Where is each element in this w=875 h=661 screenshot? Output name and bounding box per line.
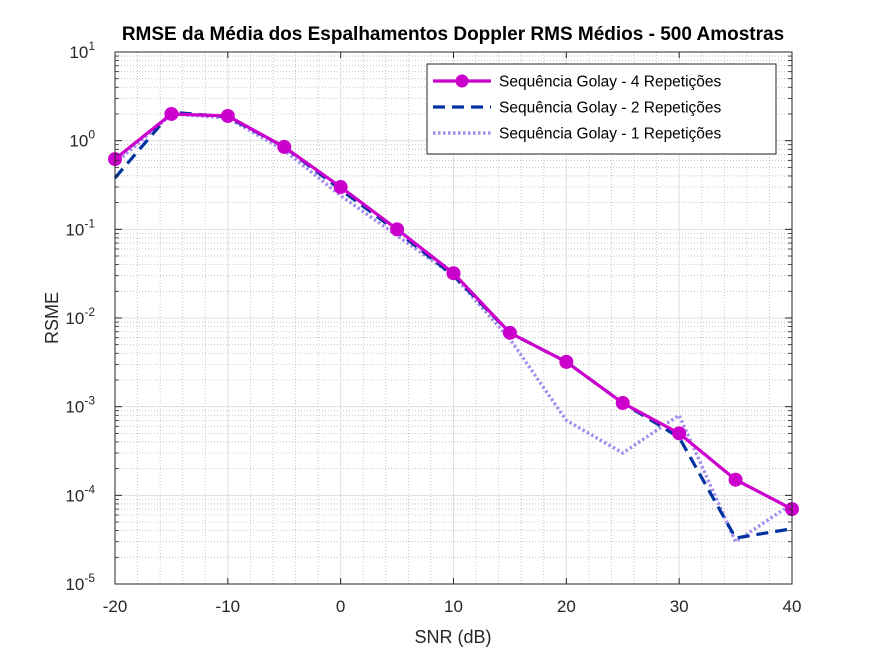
x-tick-label: 20 xyxy=(557,597,576,616)
series-point xyxy=(502,325,517,340)
x-tick-label: 0 xyxy=(336,597,345,616)
legend: Sequência Golay - 4 Repetições Sequência … xyxy=(426,63,777,155)
y-tick-exponent: 1 xyxy=(88,39,95,53)
series-point xyxy=(559,354,574,369)
series-point xyxy=(220,108,235,123)
legend-label-1: Sequência Golay - 4 Repetições xyxy=(499,74,722,91)
y-axis-label: RSME xyxy=(42,292,62,344)
series-point xyxy=(333,180,348,195)
x-tick-label: 40 xyxy=(783,597,802,616)
y-tick-exponent: -1 xyxy=(84,216,95,230)
y-tick-exponent: -2 xyxy=(84,305,95,319)
y-tick-label: 10-2 xyxy=(65,305,95,328)
series-point xyxy=(672,426,687,441)
series-point xyxy=(164,106,179,121)
y-tick-exponent: 0 xyxy=(88,128,95,142)
legend-label-3: Sequência Golay - 1 Repetições xyxy=(499,126,722,143)
series-point xyxy=(615,395,630,410)
legend-box xyxy=(426,63,777,155)
legend-marker xyxy=(455,74,469,88)
x-tick-label: -20 xyxy=(103,597,128,616)
series-point xyxy=(728,472,743,487)
y-tick-label: 100 xyxy=(69,128,95,151)
y-tick-label: 101 xyxy=(69,39,95,62)
ticks xyxy=(114,51,793,585)
x-tick-label: -10 xyxy=(216,597,241,616)
x-tick-labels: -20 -10 0 10 20 30 40 xyxy=(103,597,802,616)
y-tick-label: 10-1 xyxy=(65,216,95,239)
y-tick-label: 10-4 xyxy=(65,482,95,505)
series-point xyxy=(446,266,461,281)
series-point xyxy=(277,139,292,154)
y-tick-exponent: -3 xyxy=(84,394,95,408)
x-axis-label: SNR (dB) xyxy=(414,627,491,647)
y-tick-exponent: -5 xyxy=(84,571,95,585)
y-tick-label: 10-5 xyxy=(65,571,95,594)
x-tick-label: 30 xyxy=(670,597,689,616)
series-point xyxy=(390,222,405,237)
legend-label-2: Sequência Golay - 2 Repetições xyxy=(499,100,722,117)
y-tick-exponent: -4 xyxy=(84,482,95,496)
chart-title: RMSE da Média dos Espalhamentos Doppler … xyxy=(122,24,784,45)
series-layer xyxy=(108,106,799,544)
x-tick-label: 10 xyxy=(444,597,463,616)
y-tick-label: 10-3 xyxy=(65,394,95,417)
